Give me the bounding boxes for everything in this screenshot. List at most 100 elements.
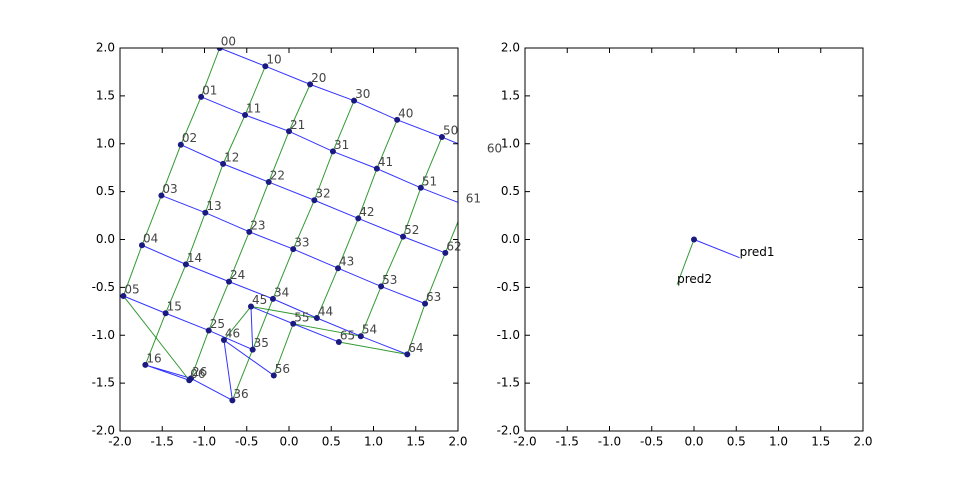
point-label: 25 <box>210 317 225 331</box>
x-tick-label: 1.5 <box>811 435 830 449</box>
x-tick-label: 2.0 <box>448 435 467 449</box>
y-tick-label: 0.5 <box>96 184 115 198</box>
point-label: 43 <box>339 255 354 269</box>
point <box>187 375 194 382</box>
point <box>162 310 169 317</box>
x-tick-label: -1.5 <box>151 435 174 449</box>
point-label: 14 <box>187 251 202 265</box>
y-tick-label: -1.0 <box>497 328 520 342</box>
point-label: 15 <box>167 300 182 314</box>
point-label: 56 <box>275 362 290 376</box>
x-tick-label: 2.0 <box>853 435 872 449</box>
point <box>216 48 223 51</box>
point <box>229 397 236 404</box>
y-tick-label: 1.5 <box>96 88 115 102</box>
point <box>355 215 362 222</box>
point <box>226 278 233 285</box>
point <box>400 233 407 240</box>
point-label: 30 <box>355 87 370 101</box>
point <box>249 346 256 353</box>
point <box>442 249 449 256</box>
point-label: 65 <box>340 328 355 342</box>
x-tick-label: 0.5 <box>727 435 746 449</box>
point <box>120 292 127 299</box>
point-label: 32 <box>315 187 330 201</box>
row-line <box>145 338 275 402</box>
point <box>269 295 276 302</box>
point-label: 36 <box>233 387 248 401</box>
point <box>270 372 277 379</box>
point-label: 16 <box>146 351 161 365</box>
axes-frame <box>119 47 459 432</box>
point <box>307 81 314 88</box>
y-tick-label: 1.0 <box>501 136 520 150</box>
plot-area <box>676 236 740 285</box>
axes-frame <box>524 47 864 432</box>
x-tick-label: 1.0 <box>769 435 788 449</box>
point-label: 02 <box>182 131 197 145</box>
column-line <box>338 220 458 355</box>
point-label: 11 <box>246 102 261 116</box>
point-label: 00 <box>221 35 236 49</box>
x-tick-label: 1.5 <box>406 435 425 449</box>
point <box>394 116 401 123</box>
point-label: 54 <box>362 323 377 337</box>
point-label: 61 <box>466 192 481 206</box>
x-tick-label: -0.5 <box>640 435 663 449</box>
point <box>202 209 209 216</box>
y-tick-label: 1.0 <box>96 136 115 150</box>
point <box>262 63 269 70</box>
point <box>335 338 342 345</box>
point-label: 10 <box>266 53 281 67</box>
point-label: 53 <box>382 273 397 287</box>
point-label: 21 <box>290 118 305 132</box>
y-tick-label: -1.5 <box>92 376 115 390</box>
column-line <box>273 136 443 376</box>
point-label: 46 <box>225 327 240 341</box>
point-label: 55 <box>294 310 309 324</box>
point <box>138 242 145 249</box>
x-tick-label: 0.0 <box>279 435 298 449</box>
point <box>438 134 445 141</box>
x-tick-label: 0.5 <box>322 435 341 449</box>
point <box>290 246 297 253</box>
point-label: 60 <box>487 142 502 156</box>
point-label: 35 <box>254 336 269 350</box>
vector-label: pred1 <box>740 245 775 259</box>
point-label: 62 <box>446 239 461 253</box>
point-label: 23 <box>250 218 265 232</box>
y-tick-label: -2.0 <box>92 424 115 438</box>
x-tick-label: 0.0 <box>684 435 703 449</box>
point-label: 13 <box>206 199 221 213</box>
point-label: 63 <box>426 290 441 304</box>
point-label: 31 <box>334 138 349 152</box>
point-label: 45 <box>252 293 267 307</box>
y-tick-label: -1.0 <box>92 328 115 342</box>
x-tick-label: -0.5 <box>235 435 258 449</box>
y-tick-label: -0.5 <box>497 280 520 294</box>
point <box>357 333 364 340</box>
point-label: 04 <box>143 232 158 246</box>
point-label: 06 <box>190 367 205 381</box>
point-label: 26 <box>192 365 207 379</box>
point-label: 40 <box>398 106 413 120</box>
point-label: 41 <box>378 155 393 169</box>
point <box>182 261 189 268</box>
point <box>142 361 149 368</box>
point <box>404 351 411 358</box>
y-tick-label: -1.5 <box>497 376 520 390</box>
point-label: 42 <box>359 205 374 219</box>
y-tick-label: 1.5 <box>501 88 520 102</box>
point-label: 24 <box>230 268 245 282</box>
point <box>417 184 424 191</box>
point <box>313 315 320 322</box>
point <box>220 160 227 167</box>
vector-line <box>676 239 695 285</box>
vector-line <box>693 239 740 259</box>
y-tick-label: -0.5 <box>92 280 115 294</box>
point <box>220 337 227 344</box>
point <box>246 228 253 235</box>
point <box>265 179 272 186</box>
point <box>329 148 336 155</box>
